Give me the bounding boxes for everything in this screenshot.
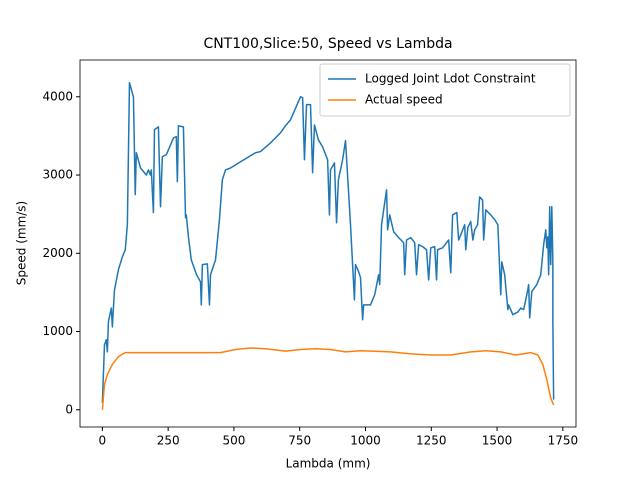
x-axis-label: Lambda (mm): [286, 457, 371, 471]
data-line: [101, 347, 555, 410]
y-tick-label: 0: [65, 402, 73, 416]
legend-label: Logged Joint Ldot Constraint: [365, 72, 536, 86]
y-tick-label: 4000: [42, 89, 73, 103]
x-tick-label: 1250: [416, 434, 447, 448]
x-tick-label: 1750: [548, 434, 579, 448]
chart-title: CNT100,Slice:50, Speed vs Lambda: [203, 36, 452, 52]
y-tick-label: 1000: [42, 324, 73, 338]
legend-box: [319, 63, 571, 117]
x-tick-label: 0: [99, 434, 107, 448]
x-tick-label: 1000: [350, 434, 381, 448]
legend-label: Actual speed: [365, 93, 443, 107]
x-tick-label: 1500: [482, 434, 513, 448]
x-tick-label: 250: [157, 434, 180, 448]
axes-frame: [79, 59, 577, 428]
data-line: [101, 81, 555, 403]
y-axis-label: Speed (mm/s): [15, 201, 29, 285]
x-tick-label: 750: [288, 434, 311, 448]
y-tick-label: 3000: [42, 168, 73, 182]
y-tick-label: 2000: [42, 246, 73, 260]
x-tick-label: 500: [222, 434, 245, 448]
